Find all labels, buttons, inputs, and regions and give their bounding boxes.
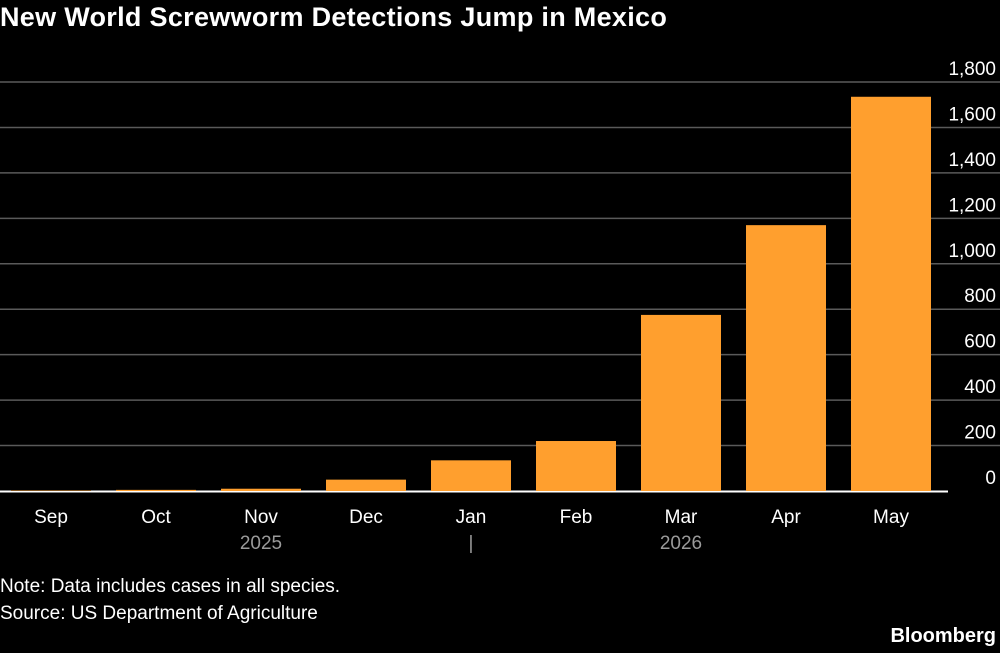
bar-apr (746, 225, 826, 491)
y-tick-label: 1,200 (948, 195, 996, 216)
y-tick-label: 400 (964, 377, 996, 398)
x-tick-label: Nov (244, 507, 278, 528)
chart-title: New World Screwworm Detections Jump in M… (0, 2, 668, 32)
year-label: 2026 (660, 533, 702, 554)
bar-feb (536, 441, 616, 491)
chart-note: Note: Data includes cases in all species… (0, 576, 341, 597)
bar-oct (116, 489, 196, 491)
bar-jan (431, 460, 511, 491)
bar-mar (641, 314, 721, 491)
y-tick-label: 1,800 (948, 59, 996, 80)
bar-may (851, 96, 931, 492)
year-label: 2025 (240, 533, 282, 554)
x-axis-labels: Sep Oct Nov Dec Jan Feb Mar Apr May (34, 507, 909, 528)
x-tick-label: Apr (771, 507, 801, 528)
x-tick-label: Dec (349, 507, 383, 528)
y-tick-label: 200 (964, 423, 996, 444)
bar-dec (326, 479, 406, 491)
chart-source: Source: US Department of Agriculture (0, 603, 318, 624)
bar-nov (221, 488, 301, 491)
x-tick-label: Oct (141, 507, 171, 528)
gridlines (0, 81, 1000, 493)
y-tick-label: 1,600 (948, 104, 996, 125)
year-labels: 2025 | 2026 (240, 533, 702, 554)
x-tick-label: Feb (560, 507, 593, 528)
y-tick-label: 1,400 (948, 150, 996, 171)
x-tick-label: Sep (34, 507, 68, 528)
x-tick-label: May (873, 507, 909, 528)
bloomberg-logo: Bloomberg (890, 625, 996, 647)
bars (11, 96, 931, 492)
y-axis-labels: 0 200 400 600 800 1,000 1,200 1,400 1,600 1,800 (948, 59, 996, 489)
y-tick-label: 600 (964, 332, 996, 353)
y-tick-label: 800 (964, 286, 996, 307)
year-label: | (469, 533, 474, 554)
x-tick-label: Mar (665, 507, 698, 528)
x-tick-label: Jan (456, 507, 487, 528)
y-tick-label: 1,000 (948, 241, 996, 262)
y-tick-label: 0 (985, 468, 996, 489)
